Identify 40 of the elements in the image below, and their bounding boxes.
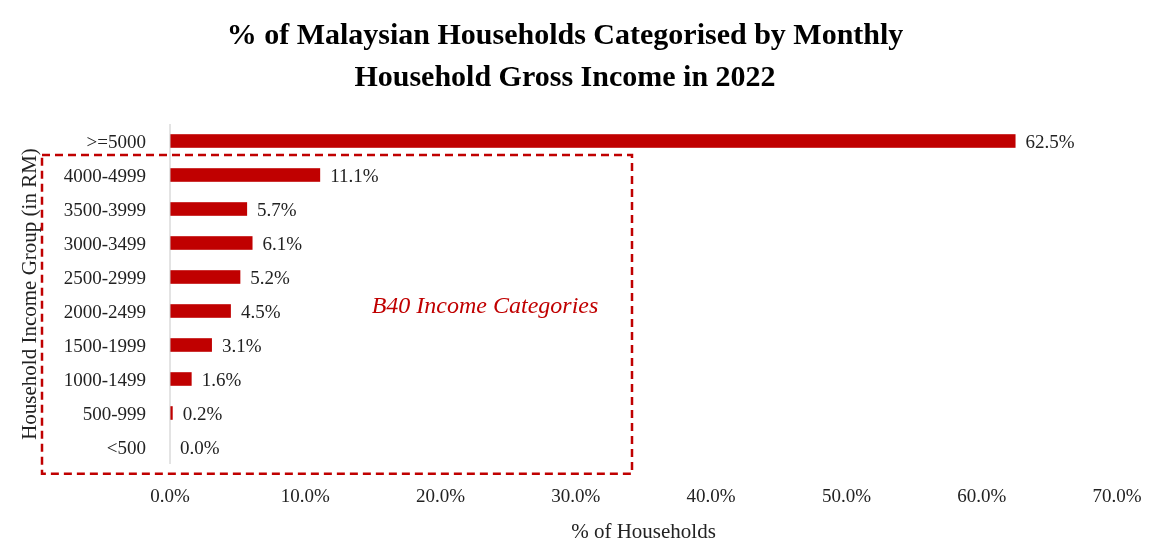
- x-tick-label: 60.0%: [957, 485, 1007, 506]
- bar: [170, 270, 241, 284]
- bar: [170, 338, 212, 352]
- y-tick-label: 1500-1999: [63, 334, 146, 356]
- y-tick-label: 2000-2499: [63, 300, 146, 322]
- y-tick-label: >=5000: [86, 130, 146, 152]
- data-label: 3.1%: [221, 334, 262, 356]
- x-tick-label: 10.0%: [280, 485, 330, 506]
- bar: [170, 134, 1016, 148]
- annotation: B40 Income Categories: [371, 292, 599, 318]
- bar: [170, 168, 321, 182]
- data-label: 11.1%: [330, 164, 379, 186]
- data-label: 0.2%: [182, 402, 223, 424]
- y-tick-label: 3500-3999: [63, 198, 146, 220]
- bar: [170, 202, 248, 216]
- y-tick-label: 3000-3499: [63, 232, 146, 254]
- y-tick-label: 2500-2999: [63, 266, 146, 288]
- data-label: 5.2%: [250, 266, 291, 288]
- x-axis-title: % of Households: [571, 519, 716, 543]
- y-tick-label: 500-999: [82, 402, 146, 424]
- y-axis-title: Household Income Group (in RM): [17, 148, 41, 440]
- x-tick-label: 40.0%: [686, 485, 736, 506]
- x-tick-label: 30.0%: [551, 485, 601, 506]
- y-tick-label: 1000-1499: [63, 368, 146, 390]
- data-label: 4.5%: [240, 300, 281, 322]
- data-label: 5.7%: [257, 198, 297, 220]
- y-tick-label: <500: [106, 436, 146, 458]
- chart-title: % of Malaysian Households Categorised by Monthly Household Gross Income in 2022: [226, 17, 904, 92]
- data-label: 1.6%: [201, 368, 242, 390]
- x-tick-label: 50.0%: [821, 485, 872, 506]
- x-tick-label: 20.0%: [416, 485, 466, 506]
- x-tick-label: 70.0%: [1092, 485, 1142, 506]
- data-label: 6.1%: [262, 232, 303, 254]
- bar: [170, 304, 231, 318]
- bar: [170, 236, 253, 250]
- data-label: 62.5%: [1025, 130, 1075, 152]
- y-tick-label: 4000-4999: [63, 164, 146, 186]
- x-tick-label: 0.0%: [150, 485, 190, 506]
- bar: [170, 372, 192, 386]
- data-label: 0.0%: [180, 436, 220, 458]
